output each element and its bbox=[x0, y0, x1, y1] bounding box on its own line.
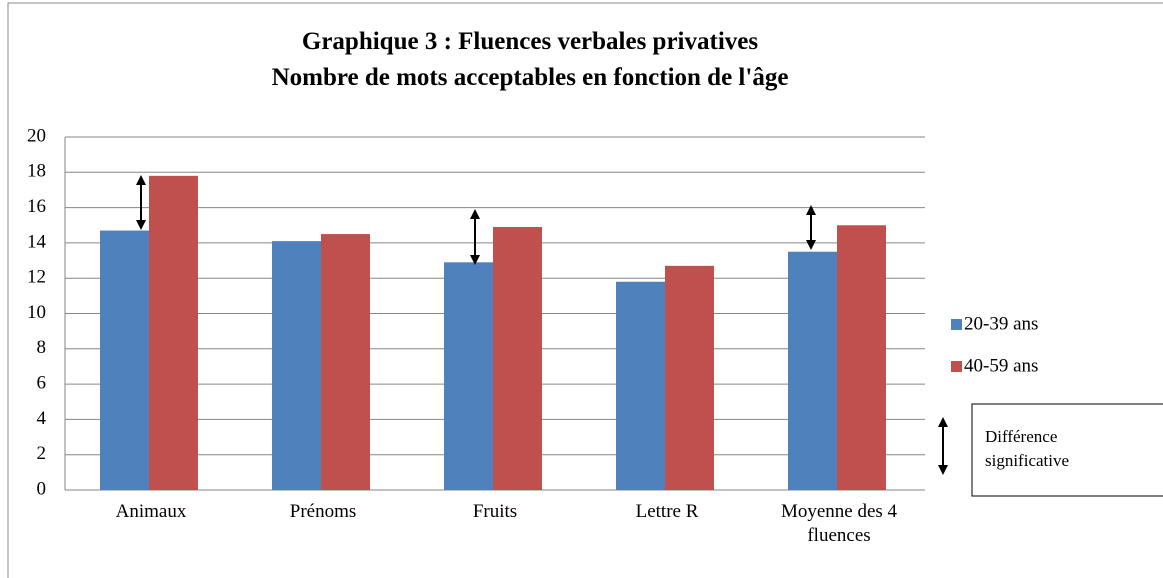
y-tick-label: 2 bbox=[37, 443, 47, 464]
y-tick-label: 0 bbox=[37, 478, 47, 499]
y-tick-label: 6 bbox=[37, 372, 47, 393]
annotation: Différence significative bbox=[985, 427, 1070, 470]
bar bbox=[837, 225, 886, 490]
x-tick-label: Prénoms bbox=[289, 501, 357, 522]
annotation-box bbox=[971, 403, 1163, 497]
y-tick-label: 20 bbox=[27, 125, 46, 146]
y-tick-label: 14 bbox=[27, 231, 47, 252]
bar bbox=[272, 241, 321, 490]
x-tick-label: Animaux bbox=[115, 501, 187, 522]
legend-label: 40-59 ans bbox=[964, 355, 1038, 376]
bar bbox=[493, 227, 542, 490]
y-tick-label: 16 bbox=[27, 196, 46, 217]
x-tick-label: Lettre R bbox=[635, 501, 699, 522]
y-tick-label: 12 bbox=[27, 267, 46, 288]
legend-swatch bbox=[951, 361, 962, 372]
bar bbox=[788, 251, 837, 490]
bar bbox=[444, 262, 493, 490]
chart-border bbox=[7, 2, 1163, 578]
x-tick-label: Moyenne des 4 fluences bbox=[780, 501, 898, 546]
y-tick-label: 10 bbox=[27, 302, 46, 323]
bar bbox=[616, 281, 665, 490]
significance-arrows bbox=[136, 175, 948, 475]
bar bbox=[149, 175, 198, 490]
bar bbox=[100, 230, 149, 491]
x-tick-label: Fruits bbox=[472, 501, 518, 522]
y-tick-label: 8 bbox=[37, 337, 47, 358]
chart-title: Graphique 3 : Fluences verbales privativ… bbox=[301, 28, 759, 55]
bar bbox=[321, 234, 370, 490]
chart-subtitle: Nombre de mots acceptables en fonction d… bbox=[271, 64, 789, 91]
legend-label: 20-39 ans bbox=[964, 313, 1038, 334]
y-tick-label: 18 bbox=[27, 161, 46, 182]
bar bbox=[665, 265, 714, 490]
legend-swatch bbox=[951, 319, 962, 330]
y-tick-label: 4 bbox=[37, 408, 47, 429]
